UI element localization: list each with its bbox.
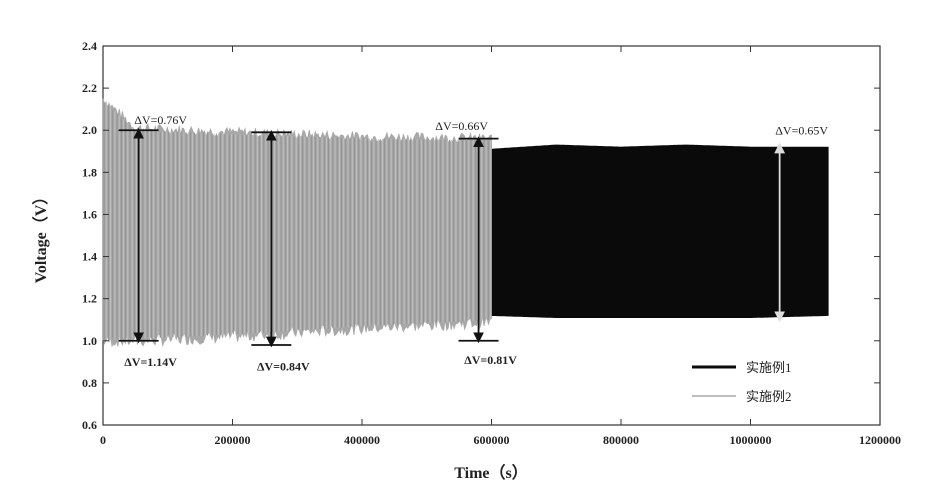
y-tick-label: 0.8	[82, 376, 97, 390]
y-tick-label: 2.0	[82, 123, 97, 137]
y-tick-label: 1.8	[82, 165, 97, 179]
delta-label: ΔV=0.81V	[464, 353, 517, 367]
x-axis-title: Time（s）	[454, 464, 528, 482]
delta-label: ΔV=0.76V	[134, 113, 187, 127]
y-tick-label: 2.2	[82, 81, 97, 95]
series-layer	[103, 99, 828, 347]
series-band	[103, 99, 492, 347]
x-tick-label: 1000000	[730, 433, 772, 447]
y-tick-label: 2.4	[82, 39, 97, 53]
x-tick-label: 600000	[474, 433, 510, 447]
legend-label: 实施例2	[746, 389, 792, 404]
delta-v-annotation-4: ΔV=0.66V	[435, 119, 488, 133]
y-tick-label: 1.0	[82, 334, 97, 348]
y-tick-label: 1.4	[82, 250, 97, 264]
x-tick-label: 800000	[603, 433, 639, 447]
y-axis-title: Voltage（V）	[32, 189, 50, 284]
legend: 实施例1 实施例2	[692, 360, 792, 404]
x-tick-label: 0	[100, 433, 106, 447]
delta-label: ΔV=1.14V	[124, 355, 177, 369]
x-tick-label: 400000	[344, 433, 380, 447]
series-1	[492, 145, 829, 318]
y-tick-label: 1.6	[82, 207, 97, 221]
y-tick-label: 1.2	[82, 292, 97, 306]
y-tick-label: 0.6	[82, 418, 97, 432]
series-2	[103, 99, 492, 347]
legend-label: 实施例1	[746, 360, 792, 375]
delta-v-annotation-2: ΔV=0.76V	[134, 113, 187, 127]
x-tick-label: 1200000	[859, 433, 901, 447]
delta-label: ΔV=0.84V	[257, 359, 310, 373]
delta-label: ΔV=0.66V	[435, 119, 488, 133]
x-tick-label: 200000	[215, 433, 251, 447]
delta-label: ΔV=0.65V	[775, 123, 828, 137]
series-band	[492, 145, 829, 318]
